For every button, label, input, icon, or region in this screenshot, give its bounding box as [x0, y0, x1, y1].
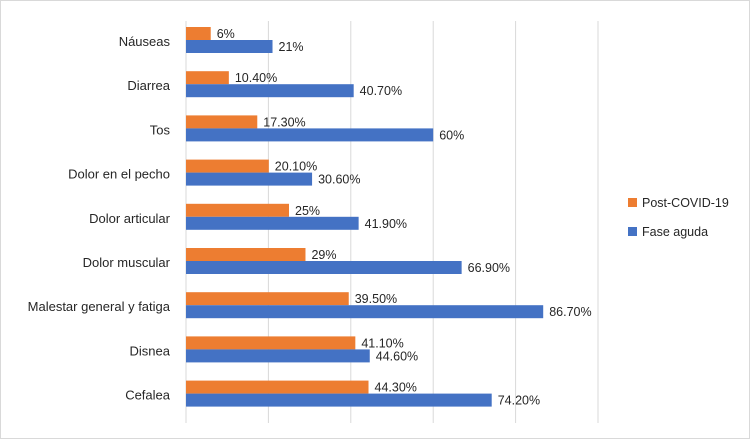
data-label: 39.50%	[355, 292, 397, 306]
bar-fase-aguda	[186, 216, 359, 230]
data-label: 41.90%	[365, 217, 407, 231]
data-label: 66.90%	[468, 261, 510, 275]
data-label: 30.60%	[318, 173, 360, 187]
data-label: 41.10%	[361, 336, 403, 350]
bar-fase-aguda	[186, 305, 544, 319]
data-label: 44.30%	[375, 381, 417, 395]
data-label: 86.70%	[549, 305, 591, 319]
data-label: 60%	[439, 128, 464, 142]
data-label: 74.20%	[498, 394, 540, 408]
bar-post-covid	[186, 71, 229, 85]
legend-swatch	[628, 227, 637, 236]
category-labels: Náuseas Diarrea Tos Dolor en el pecho Dolor …	[28, 34, 171, 403]
category-label: Dolor muscular	[83, 255, 171, 270]
category-label: Dolor en el pecho	[68, 167, 170, 182]
legend-label: Fase aguda	[642, 225, 708, 239]
bar-fase-aguda	[186, 84, 354, 98]
data-label: 17.30%	[263, 115, 305, 129]
category-label: Náuseas	[119, 34, 171, 49]
value-labels: 6% 21% 10.40% 40.70% 17.30% 60% 20.10%30.60% 25…	[217, 27, 592, 408]
bar-post-covid	[186, 115, 258, 129]
data-label: 40.70%	[360, 84, 402, 98]
category-label: Malestar general y fatiga	[28, 299, 171, 314]
bar-post-covid	[186, 203, 289, 217]
data-label: 20.10%	[275, 160, 317, 174]
bar-post-covid	[186, 159, 269, 173]
bar-post-covid	[186, 292, 349, 306]
bars	[186, 27, 544, 407]
legend-swatch	[628, 198, 637, 207]
bar-fase-aguda	[186, 349, 370, 363]
data-label: 6%	[217, 27, 235, 41]
bar-fase-aguda	[186, 40, 273, 53]
data-label: 21%	[279, 40, 304, 54]
bar-fase-aguda	[186, 172, 313, 186]
category-label: Diarrea	[127, 78, 170, 93]
bar-fase-aguda	[186, 261, 462, 274]
category-label: Cefalea	[125, 388, 171, 403]
legend: Post-COVID-19 Fase aguda	[628, 196, 729, 239]
data-label: 25%	[295, 204, 320, 218]
category-label: Tos	[150, 122, 171, 137]
category-label: Disnea	[130, 343, 171, 358]
bar-fase-aguda	[186, 128, 434, 142]
bar-fase-aguda	[186, 393, 492, 407]
bar-post-covid	[186, 27, 211, 40]
category-label: Dolor articular	[89, 211, 171, 226]
bar-post-covid	[186, 380, 369, 394]
bar-post-covid	[186, 248, 306, 261]
data-label: 10.40%	[235, 71, 277, 85]
data-label: 29%	[311, 248, 336, 262]
data-label: 44.60%	[376, 349, 418, 363]
bar-post-covid	[186, 336, 356, 350]
legend-label: Post-COVID-19	[642, 196, 729, 210]
